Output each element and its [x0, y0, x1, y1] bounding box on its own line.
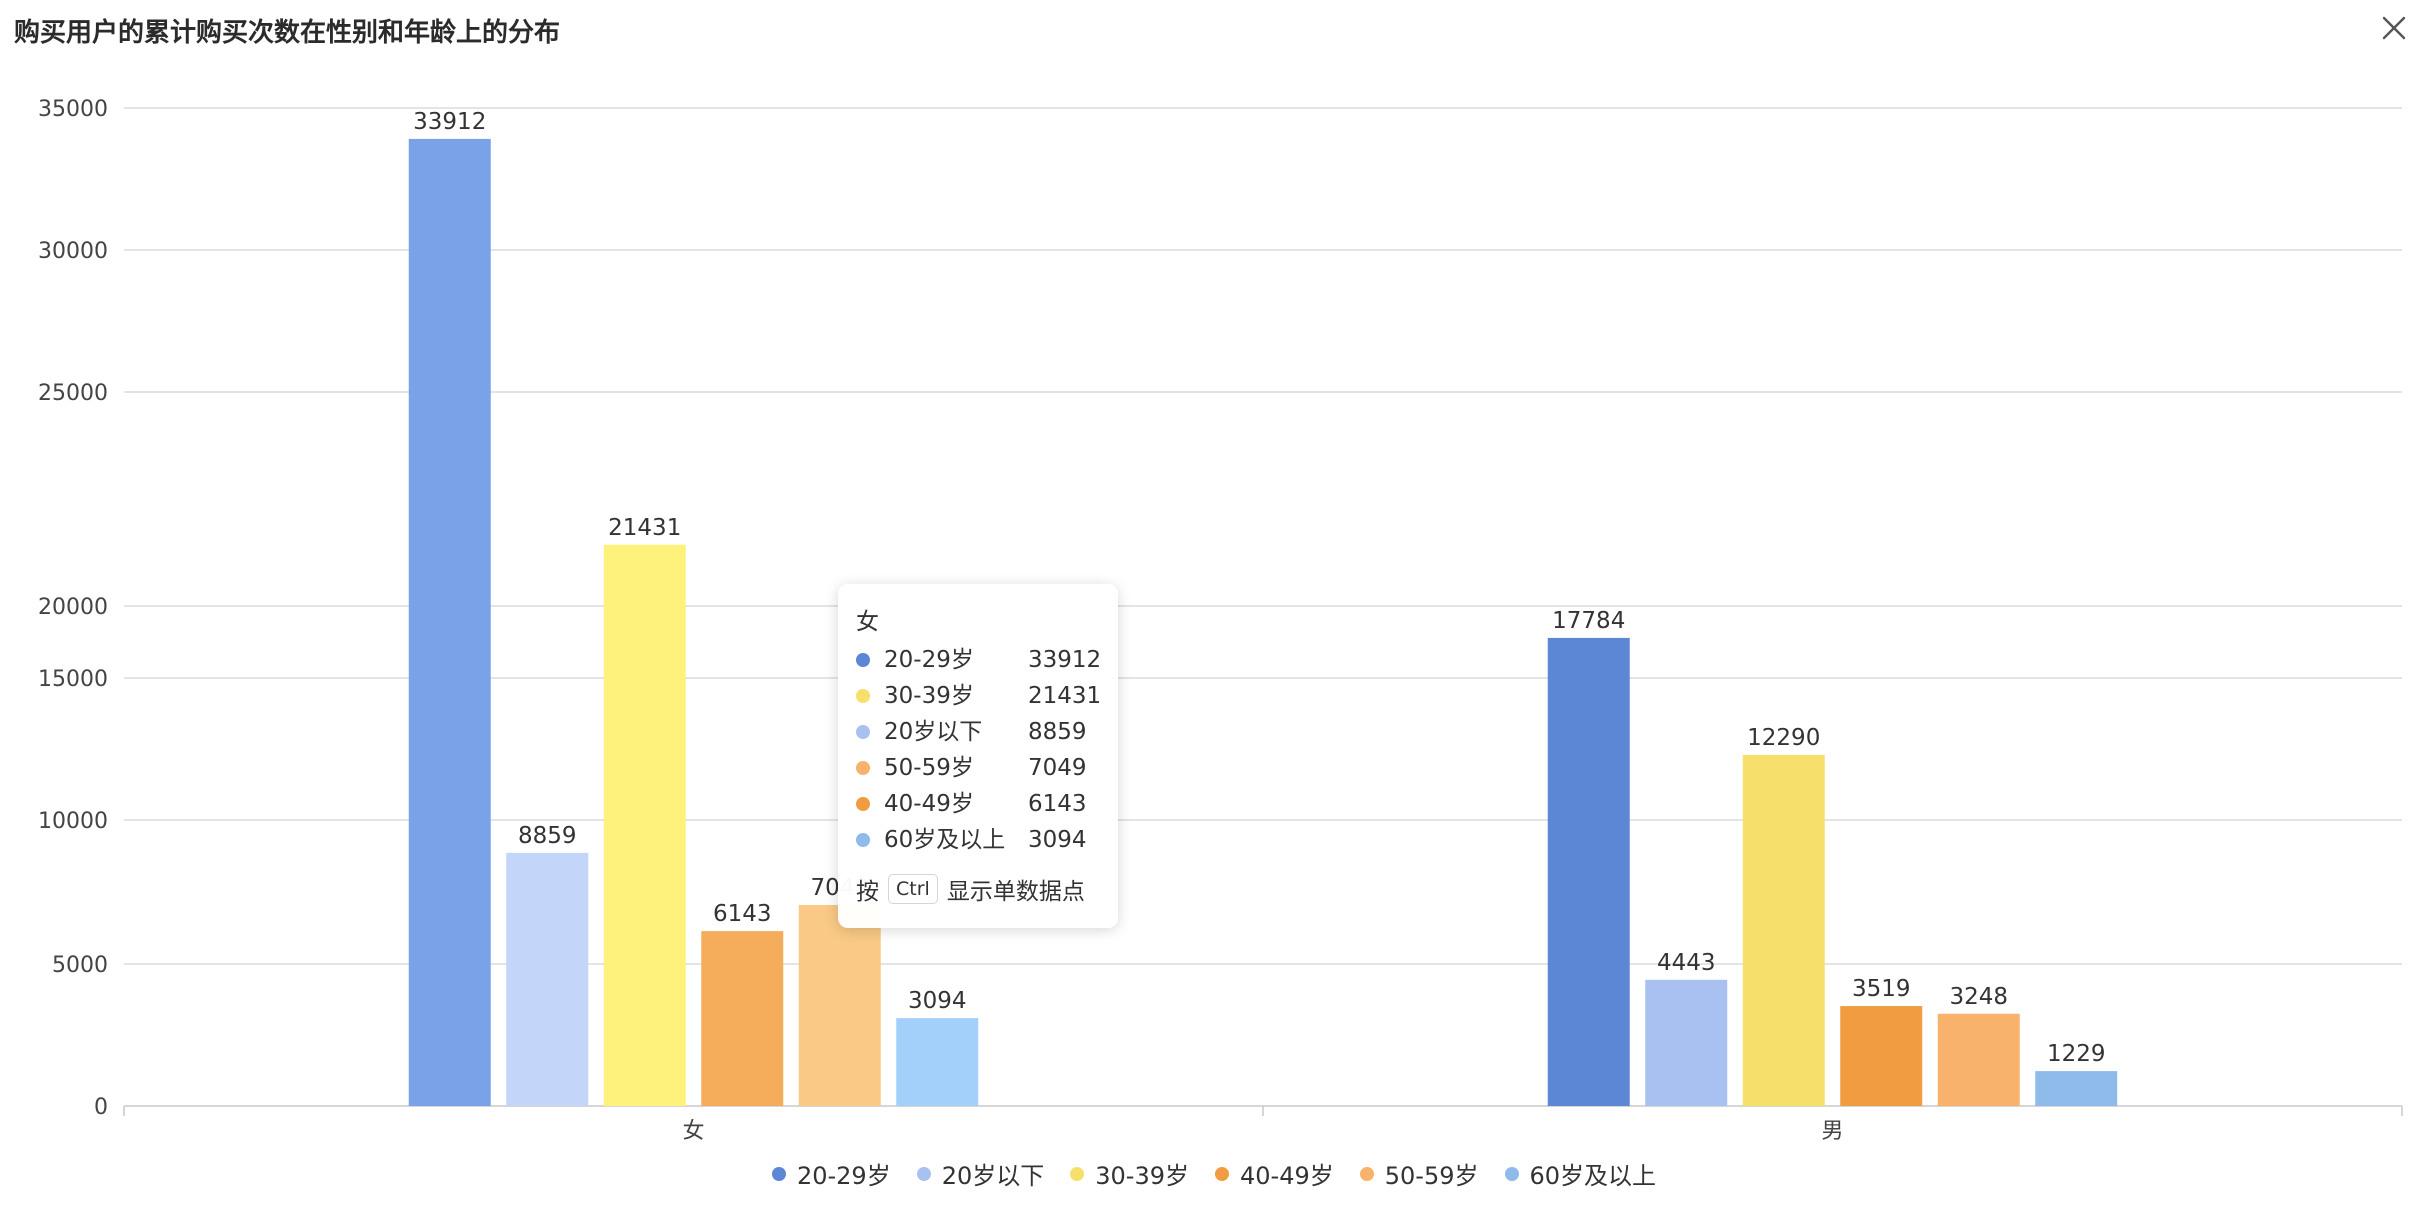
ctrl-key-badge: Ctrl [888, 874, 938, 904]
legend-item[interactable]: 20岁以下 [916, 1156, 1045, 1191]
y-tick-label: 0 [94, 1095, 108, 1120]
chart-title: 购买用户的累计购买次数在性别和年龄上的分布 [14, 18, 561, 48]
bar [1645, 979, 1728, 1106]
y-tick-label: 15000 [38, 667, 108, 692]
legend-item[interactable]: 40-49岁 [1215, 1156, 1334, 1191]
data-label: 3248 [1949, 984, 2008, 1010]
legend-label: 20-29岁 [796, 1162, 891, 1190]
bar [1547, 637, 1630, 1106]
y-tick-label: 30000 [38, 239, 108, 264]
tooltip-series-label: 30-39岁 [884, 683, 974, 709]
data-label: 6143 [713, 901, 772, 927]
legend-item[interactable]: 50-59岁 [1359, 1156, 1479, 1191]
tooltip-series-dot [856, 797, 870, 811]
legend-label: 20岁以下 [941, 1162, 1045, 1190]
y-tick-label: 20000 [38, 595, 108, 620]
legend-label: 60岁及以上 [1529, 1162, 1657, 1190]
tooltip-title: 女 [856, 609, 879, 635]
x-tick-label: 女 [682, 1119, 704, 1144]
bar [2035, 1071, 2118, 1106]
tooltip-series-label: 20-29岁 [884, 647, 974, 673]
close-button[interactable] [2376, 10, 2412, 46]
tooltip-series-value: 21431 [1028, 683, 1102, 709]
tooltip-series-dot [856, 689, 870, 703]
legend-dot [771, 1166, 786, 1181]
tooltip-row: 40-49岁 6143 [856, 786, 1100, 822]
tooltip-series-dot [856, 653, 870, 667]
legend-dot [916, 1166, 931, 1181]
bar [603, 544, 686, 1106]
y-tick-label: 10000 [38, 809, 108, 834]
data-label: 3519 [1852, 976, 1911, 1002]
close-icon [2382, 16, 2406, 40]
tooltip-hint-suffix: 显示单数据点 [946, 879, 1085, 905]
tooltip-hint: 按 Ctrl 显示单数据点 [856, 872, 1100, 906]
bar [701, 931, 784, 1106]
data-label: 1229 [2047, 1041, 2106, 1067]
legend-item[interactable]: 30-39岁 [1070, 1156, 1189, 1191]
bar [408, 138, 491, 1107]
tooltip-hint-prefix: 按 [856, 879, 879, 905]
legend-label: 30-39岁 [1095, 1162, 1189, 1190]
tooltip-series-label: 40-49岁 [884, 791, 974, 817]
tooltip-series-label: 60岁及以上 [884, 827, 1006, 853]
tooltip-row: 50-59岁 7049 [856, 750, 1100, 786]
chart-legend: 20-29岁 20岁以下 30-39岁 40-49岁 50-59岁 60岁及以上 [0, 1156, 2428, 1191]
tooltip-series-dot [856, 833, 870, 847]
bar [1937, 1013, 2020, 1106]
legend-dot [1070, 1166, 1085, 1181]
legend-item[interactable]: 20-29岁 [771, 1156, 891, 1191]
tooltip-series-value: 33912 [1028, 647, 1102, 673]
tooltip-series-label: 20岁以下 [884, 719, 983, 745]
y-tick-label: 5000 [52, 953, 108, 978]
legend-dot [1504, 1166, 1519, 1181]
bar [1840, 1006, 1923, 1106]
data-label: 33912 [413, 109, 486, 135]
data-label: 12290 [1747, 725, 1820, 751]
legend-item[interactable]: 60岁及以上 [1504, 1156, 1657, 1191]
tooltip-series-dot [856, 761, 870, 775]
tooltip-series-value: 7049 [1028, 755, 1087, 781]
tooltip-row: 20岁以下 8859 [856, 714, 1100, 750]
tooltip-series-value: 8859 [1028, 719, 1087, 745]
tooltip-series-value: 3094 [1028, 827, 1087, 853]
bar [798, 904, 881, 1106]
data-label: 3094 [908, 988, 967, 1014]
chart-tooltip: 女 20-29岁 33912 30-39岁 21431 20岁以下 8859 50-59岁 7… [838, 584, 1118, 928]
tooltip-row: 60岁及以上 3094 [856, 822, 1100, 858]
x-tick-label: 男 [1821, 1119, 1843, 1144]
data-label: 21431 [608, 515, 681, 541]
tooltip-series-label: 50-59岁 [884, 755, 974, 781]
data-label: 4443 [1657, 950, 1716, 976]
legend-label: 40-49岁 [1240, 1162, 1334, 1190]
tooltip-row: 20-29岁 33912 [856, 642, 1102, 678]
bar [506, 852, 589, 1106]
tooltip-row: 30-39岁 21431 [856, 678, 1102, 714]
bar [896, 1018, 979, 1106]
y-tick-label: 25000 [38, 381, 108, 406]
legend-dot [1359, 1166, 1374, 1181]
y-tick-label: 35000 [38, 97, 108, 122]
legend-dot [1215, 1166, 1229, 1181]
data-label: 8859 [518, 823, 577, 849]
data-label: 17784 [1552, 608, 1625, 634]
bar [1742, 754, 1825, 1106]
tooltip-series-value: 6143 [1028, 791, 1087, 817]
legend-label: 50-59岁 [1384, 1162, 1479, 1190]
tooltip-series-dot [856, 725, 870, 739]
